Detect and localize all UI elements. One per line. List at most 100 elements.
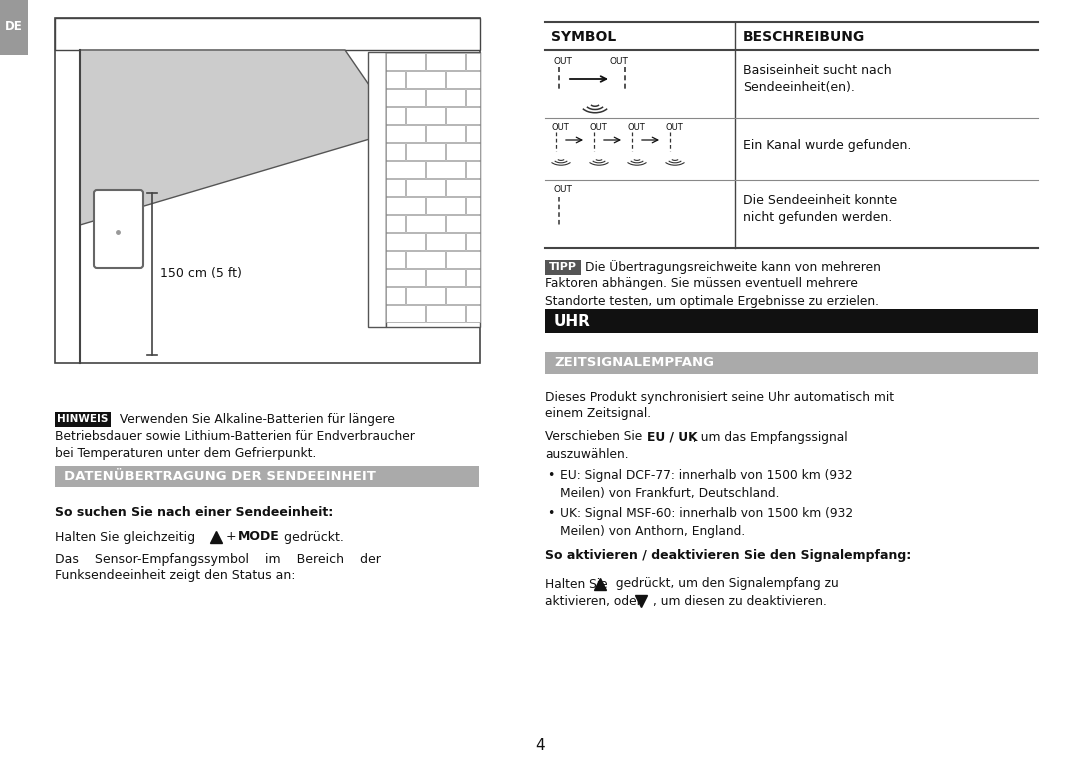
Text: Halten Sie: Halten Sie [545,578,611,591]
Text: SYMBOL: SYMBOL [551,30,617,44]
Text: EU / UK: EU / UK [647,431,698,444]
Bar [446,107,480,124]
Text: DE: DE [5,21,23,33]
Bar [55,18,480,50]
Bar [406,251,445,268]
Text: Meilen) von Anthorn, England.: Meilen) von Anthorn, England. [561,524,745,537]
Text: OUT: OUT [610,58,629,66]
Bar [465,269,480,286]
Text: DATENÜBERTRAGUNG DER SENDEEINHEIT: DATENÜBERTRAGUNG DER SENDEEINHEIT [64,470,376,483]
Bar [446,251,480,268]
Text: UHR: UHR [554,314,591,329]
Bar [465,89,480,106]
Bar [446,71,480,88]
Bar [406,215,445,232]
Text: TIPP: TIPP [549,263,577,272]
Bar [386,251,405,268]
Text: einem Zeitsignal.: einem Zeitsignal. [545,407,651,421]
Text: Standorte testen, um optimale Ergebnisse zu erzielen.: Standorte testen, um optimale Ergebnisse… [545,295,879,307]
Text: OUT: OUT [665,123,683,132]
Text: MODE: MODE [238,530,280,543]
Bar [426,89,465,106]
Bar [545,352,1038,374]
Text: gedrückt, um den Signalempfang zu: gedrückt, um den Signalempfang zu [612,578,839,591]
Bar [368,52,386,327]
Bar [465,125,480,142]
FancyBboxPatch shape [94,190,143,268]
Text: •: • [546,470,554,482]
Bar [55,18,480,363]
Bar [406,143,445,160]
Bar [465,233,480,250]
Polygon shape [80,50,400,225]
Bar [446,179,480,196]
Bar [426,197,465,214]
Text: HINWEIS: HINWEIS [57,415,109,425]
Bar [386,161,426,178]
Text: Ein Kanal wurde gefunden.: Ein Kanal wurde gefunden. [743,139,912,152]
Bar [545,260,581,275]
Text: So aktivieren / deaktivieren Sie den Signalempfang:: So aktivieren / deaktivieren Sie den Sig… [545,549,912,562]
Text: EU: Signal DCF-77: innerhalb von 1500 km (932: EU: Signal DCF-77: innerhalb von 1500 km… [561,470,852,482]
Text: ZEITSIGNALEMPFANG: ZEITSIGNALEMPFANG [554,356,714,370]
Text: Die Übertragungsreichweite kann von mehreren: Die Übertragungsreichweite kann von mehr… [585,260,881,275]
Bar [386,269,426,286]
Bar [446,215,480,232]
Text: Verwenden Sie Alkaline-Batterien für längere: Verwenden Sie Alkaline-Batterien für län… [116,413,395,426]
Bar [386,179,405,196]
Text: OUT: OUT [589,123,607,132]
Text: Verschieben Sie: Verschieben Sie [545,431,646,444]
Bar [465,305,480,322]
Bar [386,71,405,88]
Bar [386,287,405,304]
Bar [426,233,465,250]
Bar [426,53,465,70]
Bar [406,179,445,196]
Text: Faktoren abhängen. Sie müssen eventuell mehrere: Faktoren abhängen. Sie müssen eventuell … [545,278,858,291]
Text: Funksendeeinheit zeigt den Status an:: Funksendeeinheit zeigt den Status an: [55,569,296,582]
Text: aktivieren, oder: aktivieren, oder [545,594,646,607]
Text: Basiseinheit sucht nach: Basiseinheit sucht nach [743,63,892,77]
Bar [0,0,28,55]
Text: Meilen) von Frankfurt, Deutschland.: Meilen) von Frankfurt, Deutschland. [561,486,780,499]
Bar [55,466,480,487]
Bar [386,125,426,142]
Text: Sendeeinheit(en).: Sendeeinheit(en). [743,81,855,94]
Text: •: • [546,508,554,521]
Text: Betriebsdauer sowie Lithium-Batterien für Endverbraucher: Betriebsdauer sowie Lithium-Batterien fü… [55,431,415,444]
Text: 150 cm (5 ft): 150 cm (5 ft) [160,268,242,281]
Text: OUT: OUT [553,186,572,195]
Text: Dieses Produkt synchronisiert seine Uhr automatisch mit: Dieses Produkt synchronisiert seine Uhr … [545,390,894,403]
Bar [465,197,480,214]
Bar [386,215,405,232]
Bar [386,233,426,250]
Bar [406,71,445,88]
Text: OUT: OUT [551,123,569,132]
Bar [406,287,445,304]
Bar [386,305,426,322]
Text: auszuwählen.: auszuwählen. [545,447,629,460]
Bar [465,161,480,178]
Text: 4: 4 [536,737,544,753]
Bar [386,52,480,327]
Text: gedrückt.: gedrückt. [280,530,343,543]
Bar [446,143,480,160]
Text: Halten Sie gleichzeitig: Halten Sie gleichzeitig [55,530,195,543]
Bar [386,53,426,70]
Text: OUT: OUT [553,58,572,66]
Bar [465,53,480,70]
Text: Das    Sensor-Empfangssymbol    im    Bereich    der: Das Sensor-Empfangssymbol im Bereich der [55,552,381,565]
Bar [406,107,445,124]
Text: OUT: OUT [627,123,645,132]
Bar [426,161,465,178]
Bar [386,107,405,124]
Text: +: + [226,530,241,543]
Bar [386,143,405,160]
Bar [426,305,465,322]
Text: UK: Signal MSF-60: innerhalb von 1500 km (932: UK: Signal MSF-60: innerhalb von 1500 km… [561,508,853,521]
Text: , um das Empfangssignal: , um das Empfangssignal [693,431,848,444]
Text: So suchen Sie nach einer Sendeeinheit:: So suchen Sie nach einer Sendeeinheit: [55,505,334,518]
Bar [545,309,1038,333]
Bar [446,287,480,304]
Bar [55,412,111,427]
